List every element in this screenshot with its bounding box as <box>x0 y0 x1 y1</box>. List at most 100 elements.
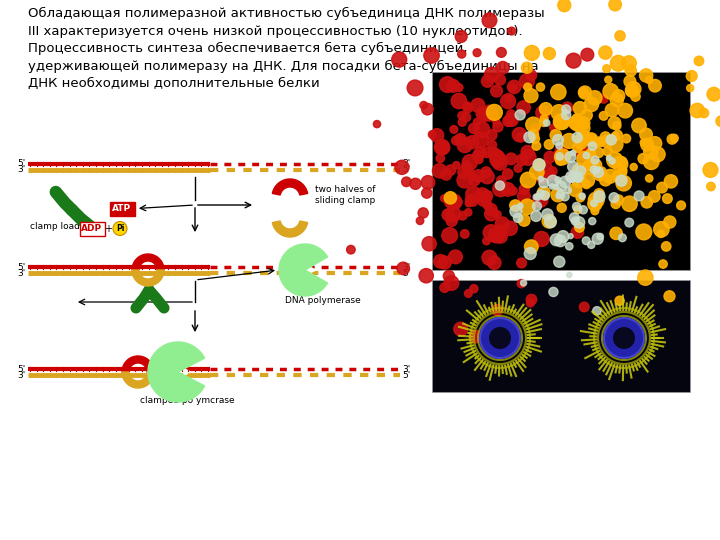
Circle shape <box>475 188 490 202</box>
Text: +: + <box>104 224 112 233</box>
Circle shape <box>471 98 485 112</box>
Circle shape <box>562 102 573 113</box>
Circle shape <box>526 70 536 80</box>
Circle shape <box>588 91 602 105</box>
Polygon shape <box>272 179 307 195</box>
Circle shape <box>520 74 534 89</box>
Circle shape <box>440 283 449 292</box>
Circle shape <box>542 214 556 228</box>
Circle shape <box>577 117 590 130</box>
Circle shape <box>431 129 444 142</box>
Circle shape <box>611 56 626 71</box>
Circle shape <box>482 191 492 201</box>
Text: 3': 3' <box>18 268 26 278</box>
Circle shape <box>599 94 608 103</box>
Circle shape <box>640 139 647 146</box>
Circle shape <box>677 201 685 210</box>
Circle shape <box>462 113 471 122</box>
Circle shape <box>558 0 571 12</box>
Circle shape <box>428 131 436 138</box>
Circle shape <box>591 207 599 215</box>
Circle shape <box>593 167 603 177</box>
Circle shape <box>578 86 592 99</box>
Circle shape <box>474 122 490 138</box>
Circle shape <box>490 234 498 242</box>
Circle shape <box>493 211 501 218</box>
Circle shape <box>482 250 497 265</box>
Circle shape <box>707 87 720 101</box>
Circle shape <box>492 155 508 170</box>
Circle shape <box>624 76 636 87</box>
Circle shape <box>590 159 602 171</box>
Circle shape <box>567 161 578 172</box>
Circle shape <box>489 227 505 243</box>
Circle shape <box>580 206 588 214</box>
Circle shape <box>568 234 573 239</box>
Circle shape <box>458 50 466 58</box>
Text: DNA polymerase: DNA polymerase <box>285 296 361 305</box>
Circle shape <box>516 132 526 142</box>
Circle shape <box>610 227 622 240</box>
Circle shape <box>458 118 467 126</box>
Circle shape <box>455 135 462 142</box>
Circle shape <box>523 83 531 91</box>
Circle shape <box>537 160 552 176</box>
Circle shape <box>554 235 566 247</box>
Circle shape <box>517 280 526 288</box>
Circle shape <box>571 226 584 238</box>
Circle shape <box>549 287 558 296</box>
Circle shape <box>556 153 563 160</box>
Circle shape <box>521 280 526 286</box>
Circle shape <box>446 206 461 222</box>
Circle shape <box>473 132 488 148</box>
Text: 5': 5' <box>402 268 410 278</box>
Circle shape <box>480 318 520 358</box>
Circle shape <box>662 194 672 204</box>
Circle shape <box>626 84 637 96</box>
Circle shape <box>616 176 631 191</box>
Circle shape <box>654 221 669 237</box>
Circle shape <box>422 188 432 198</box>
Circle shape <box>644 154 659 170</box>
Circle shape <box>539 178 549 188</box>
Circle shape <box>457 173 472 188</box>
FancyBboxPatch shape <box>79 221 104 235</box>
Circle shape <box>598 137 606 146</box>
Circle shape <box>493 122 503 132</box>
Circle shape <box>576 166 585 176</box>
Circle shape <box>586 148 595 158</box>
Circle shape <box>609 0 621 11</box>
Circle shape <box>521 62 533 73</box>
Circle shape <box>490 85 503 97</box>
Circle shape <box>495 217 509 231</box>
Circle shape <box>526 117 541 132</box>
Circle shape <box>554 149 570 165</box>
Text: 3': 3' <box>402 159 410 168</box>
Circle shape <box>621 56 636 70</box>
Circle shape <box>686 71 697 82</box>
Circle shape <box>572 143 582 152</box>
Circle shape <box>579 193 585 199</box>
Circle shape <box>487 256 501 269</box>
Circle shape <box>534 159 545 170</box>
Circle shape <box>451 136 461 145</box>
Circle shape <box>620 176 627 183</box>
Text: 5': 5' <box>402 165 410 174</box>
Circle shape <box>526 299 534 307</box>
Circle shape <box>636 224 652 240</box>
Circle shape <box>519 184 529 194</box>
Circle shape <box>503 221 517 235</box>
Circle shape <box>638 270 653 285</box>
Circle shape <box>537 186 550 199</box>
Circle shape <box>517 101 531 114</box>
Circle shape <box>584 97 598 112</box>
Circle shape <box>505 94 513 102</box>
Circle shape <box>574 173 583 183</box>
Circle shape <box>487 140 497 150</box>
Circle shape <box>614 195 624 205</box>
Circle shape <box>557 231 569 242</box>
Circle shape <box>526 294 536 305</box>
Circle shape <box>420 102 428 109</box>
Circle shape <box>466 136 479 148</box>
Circle shape <box>446 194 462 210</box>
